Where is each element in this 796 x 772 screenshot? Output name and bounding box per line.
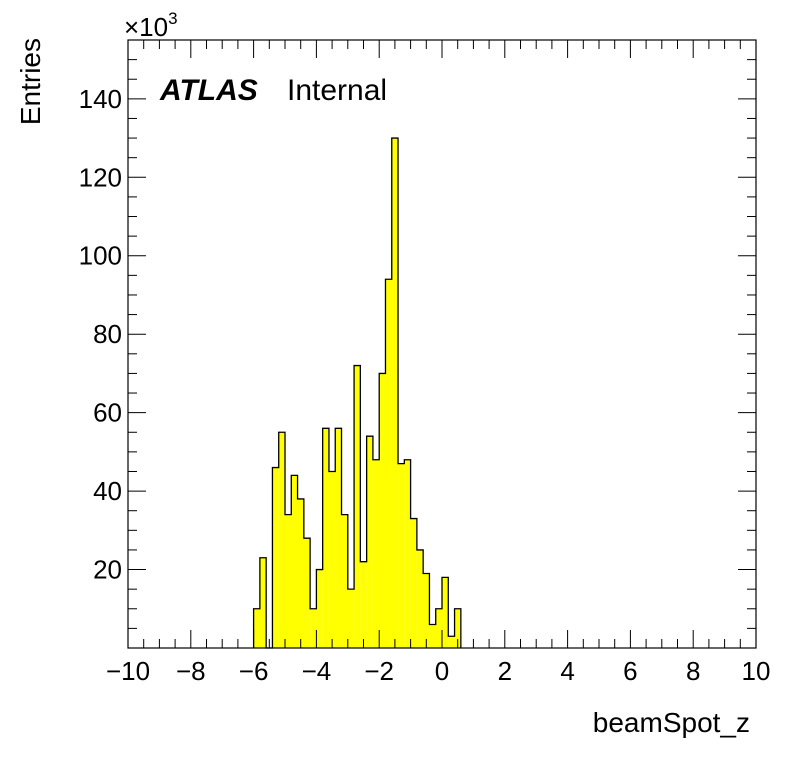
x-tick-label: −10 [106, 656, 150, 686]
x-tick-label: 4 [560, 656, 574, 686]
y-tick-label: 140 [79, 84, 122, 114]
x-tick-label: 0 [435, 656, 449, 686]
histogram-bin-23 [398, 463, 405, 648]
plot-frame [127, 39, 757, 649]
internal-label: Internal [287, 74, 387, 107]
y-axis-title: Entries [15, 38, 46, 125]
histogram-bin-27 [423, 573, 430, 648]
y-tick-label: 40 [93, 476, 122, 506]
histogram-bin-0 [253, 608, 260, 648]
histogram-bin-29 [435, 608, 442, 648]
atlas-label: ATLAS [159, 74, 258, 107]
histogram-bin-17 [360, 561, 367, 648]
histogram-bin-26 [416, 549, 424, 648]
histogram-bin-16 [354, 365, 361, 648]
histogram-bin-12 [328, 471, 336, 648]
histogram-bin-24 [404, 459, 411, 648]
x-tick-label: −2 [364, 656, 394, 686]
y-tick-labels: 20 40 60 80 100 120 140 [79, 84, 122, 585]
x-tick-label: 6 [623, 656, 637, 686]
histogram-bin-11 [322, 428, 329, 648]
y-tick-label: 100 [79, 241, 122, 271]
x-tick-label: −4 [302, 656, 332, 686]
y-tick-label: 60 [93, 398, 122, 428]
histogram-bin-8 [303, 538, 311, 648]
histogram-bin-30 [442, 577, 449, 648]
histogram-bin-5 [285, 514, 292, 648]
histogram-bin-31 [448, 636, 455, 648]
histogram-bin-32 [454, 608, 461, 648]
x-tick-label: 2 [498, 656, 512, 686]
histogram-bin-21 [385, 279, 392, 648]
x-axis-title: beamSpot_z [593, 707, 750, 738]
histogram-bin-1 [259, 557, 267, 648]
histogram-bin-14 [341, 514, 348, 648]
histogram-bin-9 [310, 608, 317, 648]
histogram-bars [252, 137, 462, 649]
histogram-bin-22 [391, 138, 399, 648]
y-tick-label: 20 [93, 555, 122, 585]
histogram-bin-7 [297, 498, 304, 648]
x-tick-labels: −10 −8 −6 −4 −2 0 2 4 6 8 10 [106, 656, 771, 686]
histogram-bin-20 [379, 373, 386, 648]
x-tick-label: −8 [176, 656, 206, 686]
histogram-bin-6 [291, 475, 298, 648]
histogram-bin-18 [366, 436, 373, 648]
x-axis-ticks [127, 40, 757, 648]
histogram-bin-28 [429, 624, 436, 648]
y-multiplier: ×103 [124, 9, 178, 42]
y-axis-ticks [128, 39, 756, 649]
x-tick-label: 10 [742, 656, 771, 686]
x-tick-label: −6 [239, 656, 269, 686]
y-tick-label: 80 [93, 319, 122, 349]
histogram-bin-13 [335, 428, 342, 648]
histogram-bin-19 [372, 459, 380, 648]
y-tick-label: 120 [79, 162, 122, 192]
histogram-bin-3 [272, 467, 279, 648]
histogram-bin-25 [410, 518, 417, 648]
x-tick-label: 8 [686, 656, 700, 686]
histogram-outline [252, 137, 462, 649]
histogram-bin-15 [347, 589, 355, 648]
histogram-bin-10 [316, 569, 323, 648]
histogram-bin-4 [278, 432, 285, 648]
